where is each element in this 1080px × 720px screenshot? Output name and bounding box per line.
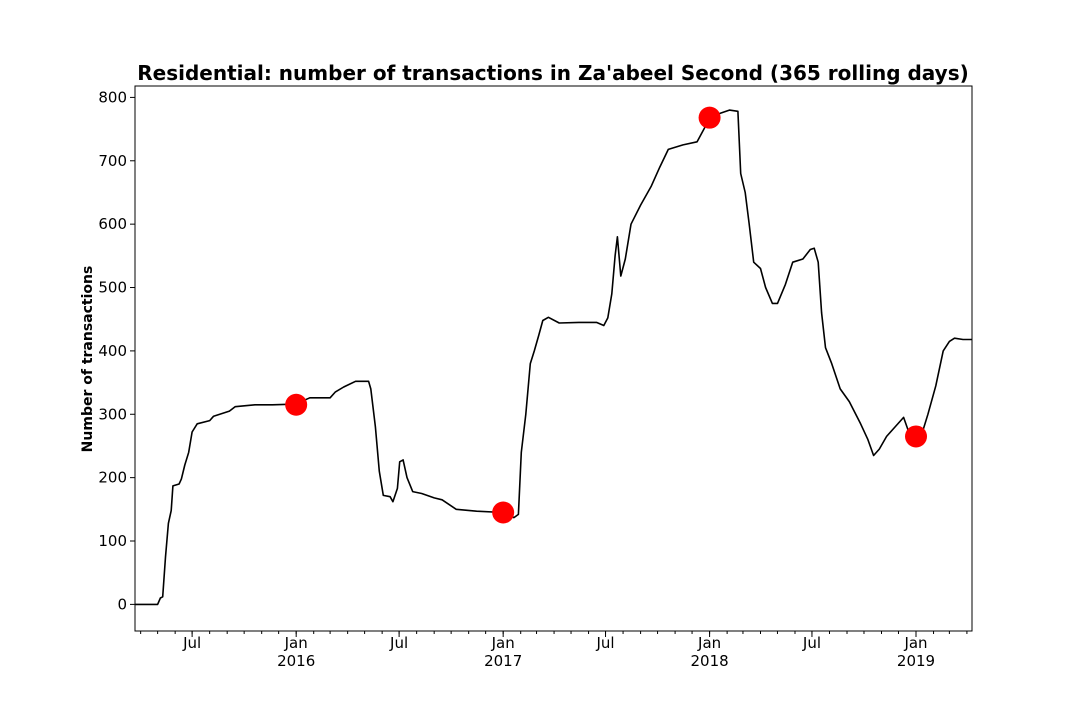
x-tick-label: Jul [802, 634, 821, 652]
x-tick-label: Jul [389, 634, 408, 652]
chart-title: Residential: number of transactions in Z… [137, 61, 969, 85]
y-tick-label: 100 [98, 532, 127, 550]
y-tick-label: 500 [98, 279, 127, 297]
x-tick-label: Jan [491, 634, 515, 652]
marker-group [285, 106, 928, 524]
series-group [135, 109, 972, 606]
x-tick-year-label: 2018 [690, 652, 728, 670]
year-start-marker [492, 501, 515, 524]
x-tick-year-label: 2019 [897, 652, 935, 670]
y-tick-label: 300 [98, 405, 127, 423]
x-tick-label: Jul [595, 634, 614, 652]
x-tick-label: Jan [697, 634, 721, 652]
series-line [135, 109, 972, 606]
year-start-marker [285, 393, 308, 416]
y-tick-label: 200 [98, 469, 127, 487]
x-tick-year-label: 2017 [484, 652, 522, 670]
x-tick-label: Jan [903, 634, 927, 652]
y-axis: 0 100 200 300 400 500 600 700 800 [98, 88, 135, 613]
y-tick-label: 400 [98, 342, 127, 360]
y-tick-label: 800 [98, 88, 127, 106]
year-start-marker [905, 425, 928, 448]
y-axis-label: Number of transactions [80, 266, 96, 453]
x-tick-year-label: 2016 [277, 652, 315, 670]
y-tick-label: 0 [117, 595, 127, 613]
x-tick-label: Jul [182, 634, 201, 652]
y-tick-label: 600 [98, 215, 127, 233]
x-tick-label: Jan [284, 634, 308, 652]
year-start-marker [698, 106, 721, 129]
axes-frame [134, 85, 973, 632]
y-tick-label: 700 [98, 152, 127, 170]
